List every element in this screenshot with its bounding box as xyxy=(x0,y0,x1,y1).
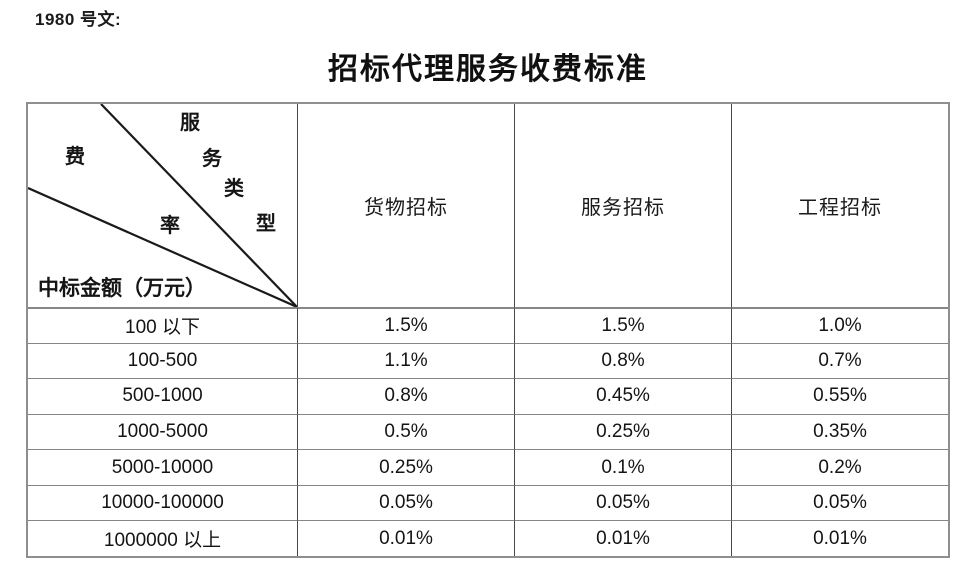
rate-value: 0.01% xyxy=(731,520,948,556)
column-header-engineering: 工程招标 xyxy=(731,104,948,307)
row-label: 5000-10000 xyxy=(28,449,297,485)
rate-value: 0.05% xyxy=(731,484,948,521)
table-corner-cell: 费 服 务 类 率 型 中标金额（万元） xyxy=(28,104,297,307)
corner-amount-label: 中标金额（万元） xyxy=(38,275,206,300)
rate-value: 0.25% xyxy=(297,449,514,485)
row-label: 500-1000 xyxy=(28,378,297,414)
corner-rate-char: 费 xyxy=(65,144,85,168)
rate-value: 0.25% xyxy=(514,413,731,450)
corner-type-char: 类 xyxy=(224,176,244,200)
document-number: 1980 号文: xyxy=(35,10,122,29)
row-label: 1000-5000 xyxy=(28,413,297,450)
row-label: 100-500 xyxy=(28,342,297,379)
column-header-goods: 货物招标 xyxy=(297,104,514,307)
rate-value: 0.2% xyxy=(731,449,948,485)
rate-value: 1.0% xyxy=(731,307,948,343)
rate-value: 1.1% xyxy=(297,342,514,379)
column-header-service: 服务招标 xyxy=(514,104,731,307)
page-title: 招标代理服务收费标准 xyxy=(328,52,648,87)
rate-value: 0.55% xyxy=(731,378,948,414)
diagonal-divider-lines xyxy=(28,104,297,307)
corner-type-char: 务 xyxy=(202,146,222,170)
row-label: 100 以下 xyxy=(28,307,297,343)
rate-value: 0.01% xyxy=(514,520,731,556)
fee-standard-table: 费 服 务 类 率 型 中标金额（万元） 货物招标 服务招标 工程招标 100 … xyxy=(26,102,950,558)
rate-value: 0.35% xyxy=(731,413,948,450)
corner-type-char: 服 xyxy=(180,110,200,134)
rate-value: 0.1% xyxy=(514,449,731,485)
rate-value: 0.45% xyxy=(514,378,731,414)
rate-value: 0.5% xyxy=(297,413,514,450)
corner-rate-char: 率 xyxy=(160,213,180,237)
rate-value: 0.05% xyxy=(514,484,731,521)
rate-value: 0.8% xyxy=(297,378,514,414)
corner-type-char: 型 xyxy=(256,211,276,235)
rate-value: 0.05% xyxy=(297,484,514,521)
rate-value: 1.5% xyxy=(514,307,731,343)
rate-value: 0.8% xyxy=(514,342,731,379)
rate-value: 0.7% xyxy=(731,342,948,379)
row-label: 1000000 以上 xyxy=(28,520,297,556)
rate-value: 1.5% xyxy=(297,307,514,343)
row-label: 10000-100000 xyxy=(28,484,297,521)
rate-value: 0.01% xyxy=(297,520,514,556)
